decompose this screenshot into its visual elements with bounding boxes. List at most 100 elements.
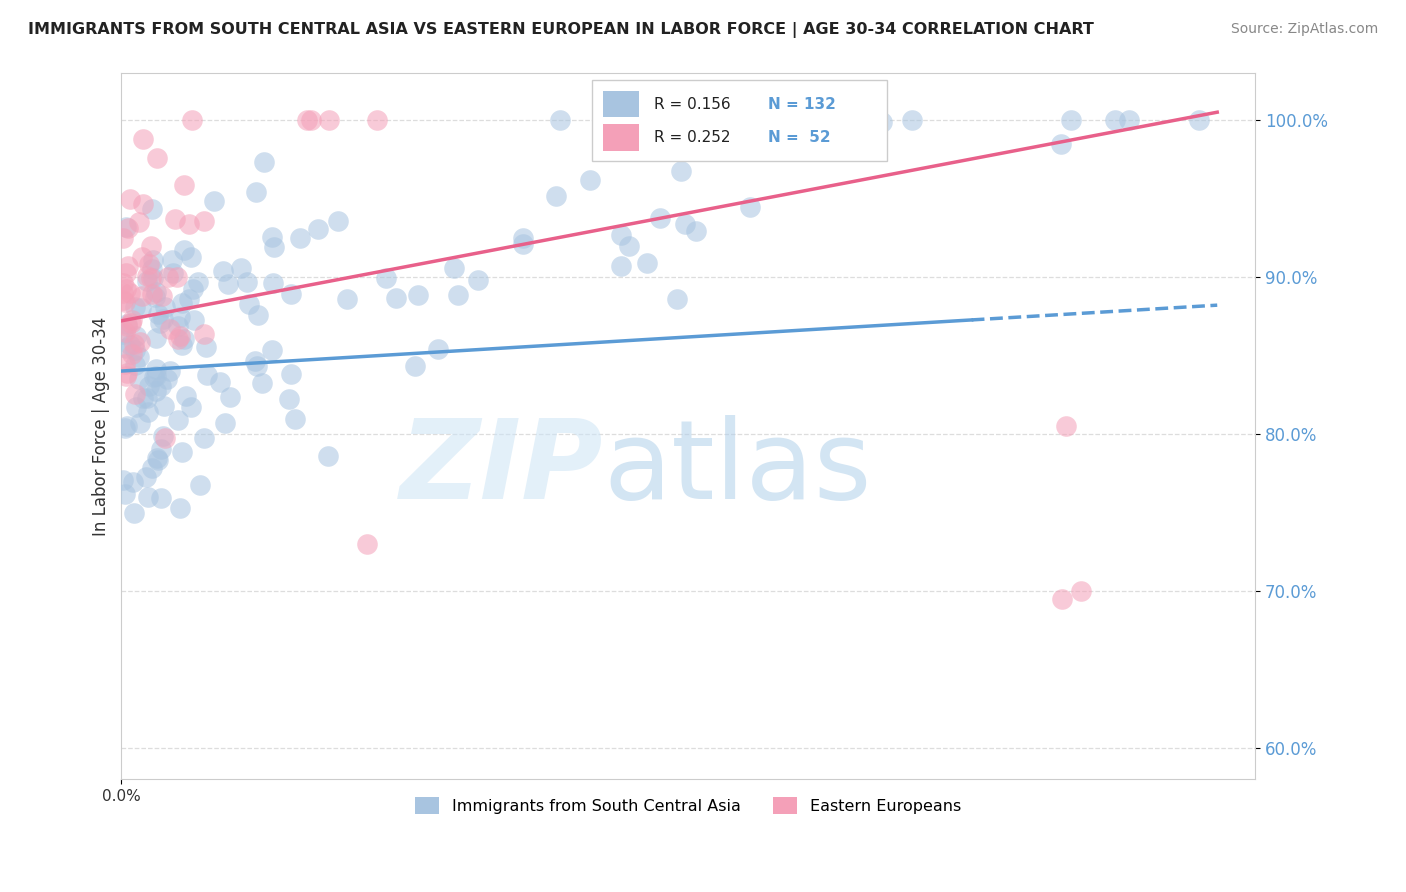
Point bbox=[1052, 591, 1074, 606]
Point bbox=[243, 354, 266, 368]
Point bbox=[167, 413, 190, 427]
Point bbox=[141, 262, 163, 277]
Point bbox=[277, 392, 299, 406]
Point bbox=[121, 347, 143, 361]
Point bbox=[128, 215, 150, 229]
Point bbox=[685, 224, 707, 238]
Text: Source: ZipAtlas.com: Source: ZipAtlas.com bbox=[1230, 22, 1378, 37]
Point bbox=[114, 357, 136, 371]
Point bbox=[152, 429, 174, 443]
Point bbox=[155, 372, 177, 386]
Point bbox=[1104, 113, 1126, 128]
Point bbox=[246, 308, 269, 322]
Point bbox=[132, 131, 155, 145]
Point bbox=[136, 490, 159, 504]
Point bbox=[229, 261, 252, 276]
Point bbox=[138, 379, 160, 393]
Point bbox=[180, 250, 202, 264]
Point bbox=[1118, 113, 1140, 128]
Point bbox=[142, 270, 165, 285]
Point bbox=[128, 334, 150, 349]
Point bbox=[177, 292, 200, 306]
Point bbox=[166, 319, 188, 334]
Point bbox=[609, 259, 631, 273]
Text: IMMIGRANTS FROM SOUTH CENTRAL ASIA VS EASTERN EUROPEAN IN LABOR FORCE | AGE 30-3: IMMIGRANTS FROM SOUTH CENTRAL ASIA VS EA… bbox=[28, 22, 1094, 38]
Point bbox=[263, 240, 285, 254]
Point bbox=[114, 294, 136, 309]
Point bbox=[901, 113, 924, 128]
Point bbox=[169, 310, 191, 324]
Point bbox=[202, 194, 225, 208]
Point bbox=[307, 222, 329, 236]
Point bbox=[115, 318, 138, 332]
Point bbox=[170, 295, 193, 310]
Point bbox=[118, 192, 141, 206]
Point bbox=[145, 384, 167, 398]
Point bbox=[173, 178, 195, 193]
Point bbox=[112, 327, 135, 342]
Point bbox=[124, 506, 146, 520]
Point bbox=[155, 300, 177, 314]
Point bbox=[118, 337, 141, 351]
Point bbox=[152, 312, 174, 326]
Text: ZIP: ZIP bbox=[399, 415, 603, 522]
Point bbox=[159, 364, 181, 378]
Point bbox=[125, 328, 148, 343]
Point bbox=[578, 173, 600, 187]
Point bbox=[117, 221, 139, 235]
Point bbox=[675, 217, 697, 231]
Point bbox=[136, 405, 159, 419]
FancyBboxPatch shape bbox=[603, 91, 640, 118]
Point bbox=[284, 412, 307, 426]
Point bbox=[404, 359, 426, 373]
Point bbox=[145, 285, 167, 300]
Point bbox=[1188, 113, 1211, 128]
Point bbox=[738, 200, 761, 214]
Point bbox=[169, 501, 191, 516]
Point bbox=[260, 229, 283, 244]
Point bbox=[145, 361, 167, 376]
Point bbox=[544, 189, 567, 203]
Point bbox=[120, 285, 142, 300]
Point bbox=[447, 288, 470, 302]
Point bbox=[112, 293, 135, 307]
Text: N = 132: N = 132 bbox=[768, 96, 835, 112]
Point bbox=[188, 478, 211, 492]
Point bbox=[252, 376, 274, 390]
Point bbox=[177, 217, 200, 231]
Point bbox=[112, 285, 135, 300]
Point bbox=[143, 289, 166, 303]
Point bbox=[238, 297, 260, 311]
Text: R = 0.156: R = 0.156 bbox=[654, 96, 731, 112]
Point bbox=[195, 340, 218, 354]
Point bbox=[132, 196, 155, 211]
Point bbox=[145, 331, 167, 345]
Point bbox=[181, 113, 204, 128]
Point bbox=[288, 231, 311, 245]
Point bbox=[122, 337, 145, 351]
Point bbox=[117, 260, 139, 274]
Point bbox=[610, 227, 633, 242]
Point bbox=[141, 460, 163, 475]
Point bbox=[146, 151, 169, 165]
Point bbox=[124, 343, 146, 358]
Point bbox=[143, 369, 166, 384]
Point bbox=[135, 274, 157, 288]
Point bbox=[114, 341, 136, 355]
FancyBboxPatch shape bbox=[592, 80, 887, 161]
Point bbox=[187, 276, 209, 290]
Point bbox=[195, 368, 218, 383]
Point bbox=[141, 286, 163, 301]
Point bbox=[384, 291, 406, 305]
Point bbox=[112, 231, 135, 245]
Point bbox=[149, 442, 172, 456]
Point bbox=[139, 239, 162, 253]
Point bbox=[183, 282, 205, 296]
Point bbox=[148, 307, 170, 321]
Point bbox=[132, 391, 155, 405]
Point bbox=[152, 399, 174, 413]
Point bbox=[1054, 419, 1077, 434]
FancyBboxPatch shape bbox=[603, 124, 640, 151]
Point bbox=[115, 318, 138, 333]
Point bbox=[280, 287, 302, 301]
